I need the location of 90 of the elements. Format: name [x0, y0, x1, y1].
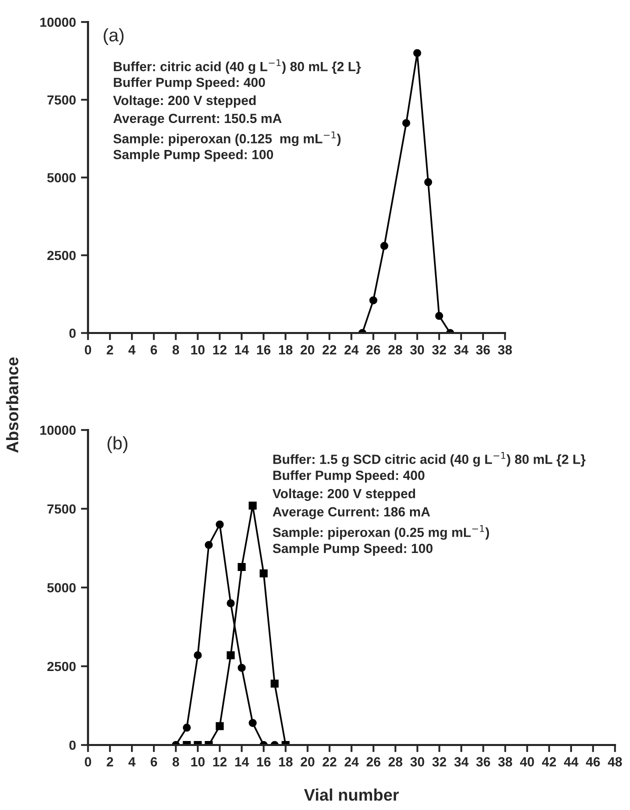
point: [413, 49, 422, 58]
annotation: Sample Pump Speed: 100: [113, 150, 274, 162]
annotation: Sample Pump Speed: 100: [272, 543, 432, 556]
y-tick-label: 2500: [47, 250, 76, 260]
x-tick-label: 40: [520, 757, 534, 766]
annotation: Buffer Pump Speed: 400: [114, 77, 265, 90]
annotation: Average Current: 186 mA: [272, 507, 430, 520]
x-tick-label: 20: [300, 757, 314, 766]
point: [216, 520, 224, 528]
x-tick-label: 22: [322, 757, 336, 766]
y-tick-label: 7500: [47, 95, 76, 105]
x-tick-label: 8: [172, 345, 180, 354]
point: [238, 664, 246, 672]
point: [238, 563, 246, 572]
point: [260, 569, 268, 578]
x-tick-label: 32: [432, 345, 446, 355]
x-tick-label: 26: [366, 757, 380, 766]
x-tick-label: 8: [172, 757, 180, 766]
x-tick-label: 12: [213, 345, 226, 354]
x-tick-label: 14: [235, 345, 249, 354]
point: [424, 178, 432, 186]
x-tick-label: 20: [300, 345, 314, 354]
annotation: Sample: piperoxan (0.125 mg mL$^{−1}$): [113, 131, 341, 146]
x-tick-label: 6: [150, 757, 158, 766]
x-tick-label: 38: [498, 345, 512, 355]
y-tick-label: 5000: [47, 583, 76, 592]
y-tick-label: 5000: [47, 173, 76, 182]
x-tick-label: 4: [128, 757, 136, 766]
y-axis-title: Absorbance: [6, 357, 18, 453]
point: [369, 296, 378, 304]
x-tick-label: 10: [191, 757, 205, 766]
x-tick-label: 28: [388, 345, 402, 354]
point: [248, 718, 257, 727]
x-tick-label: 32: [432, 757, 446, 767]
x-tick-label: 36: [476, 757, 490, 767]
x-tick-label: 44: [564, 757, 578, 766]
x-tick-label: 36: [476, 345, 490, 355]
x-tick-label: 4: [128, 345, 136, 354]
y-tick-label: 10000: [40, 426, 76, 435]
x-tick-label: 0: [84, 345, 92, 354]
point: [226, 651, 235, 660]
point: [435, 312, 444, 320]
y-tick-label: 2500: [47, 662, 76, 672]
x-tick-label: 38: [498, 757, 512, 767]
annotation: Sample: piperoxan (0.25 mg mL$^{−1}$): [272, 525, 489, 540]
point: [204, 540, 213, 549]
x-tick-label: 34: [454, 757, 469, 767]
annotation: Voltage: 200 V stepped: [113, 95, 256, 108]
y-tick-label: 0: [69, 740, 76, 750]
x-tick-label: 16: [257, 757, 271, 766]
y-tick-label: 0: [69, 328, 76, 338]
x-tick-label: 16: [257, 345, 270, 354]
point: [194, 651, 202, 660]
x-tick-label: 18: [279, 757, 293, 766]
x-tick-label: 10: [191, 345, 205, 354]
annotation: (a): [104, 28, 124, 46]
x-tick-label: 2: [106, 757, 114, 766]
y-tick-label: 7500: [47, 504, 76, 514]
annotation: Buffer Pump Speed: 400: [273, 470, 424, 483]
x-tick-label: 24: [344, 757, 359, 766]
x-tick-label: 30: [410, 345, 424, 355]
x-tick-label: 28: [388, 757, 402, 766]
annotation: Buffer: 1.5 g SCD citric acid (40 g L$^{−1}$) 80 mL {2 L}: [273, 452, 586, 467]
annotation: Buffer: citric acid (40 g L$^{−1}$) 80 mL {2 L}: [114, 59, 361, 74]
x-tick-label: 18: [279, 345, 292, 354]
point: [270, 680, 279, 688]
x-tick-label: 30: [410, 757, 424, 767]
y-tick-label: 10000: [40, 18, 76, 27]
x-tick-label: 12: [213, 757, 227, 766]
x-tick-label: 6: [150, 345, 158, 354]
x-tick-label: 0: [84, 757, 92, 766]
point: [216, 722, 224, 730]
x-tick-label: 48: [608, 757, 622, 766]
x-tick-label: 2: [106, 345, 114, 354]
x-tick-label: 42: [542, 757, 556, 766]
point: [380, 242, 388, 250]
point: [402, 119, 410, 128]
point: [182, 724, 191, 732]
annotation: Average Current: 150.5 mA: [113, 114, 282, 126]
annotation: Voltage: 200 V stepped: [272, 488, 416, 501]
point: [226, 599, 235, 608]
x-tick-label: 26: [366, 345, 380, 354]
x-tick-label: 14: [235, 757, 249, 766]
point: [248, 502, 257, 510]
x-axis-title: Vial number: [304, 788, 399, 801]
x-tick-label: 24: [344, 345, 359, 354]
x-tick-label: 46: [586, 757, 600, 766]
x-tick-label: 22: [322, 345, 336, 354]
annotation: (b): [108, 436, 128, 454]
x-tick-label: 34: [454, 345, 468, 355]
